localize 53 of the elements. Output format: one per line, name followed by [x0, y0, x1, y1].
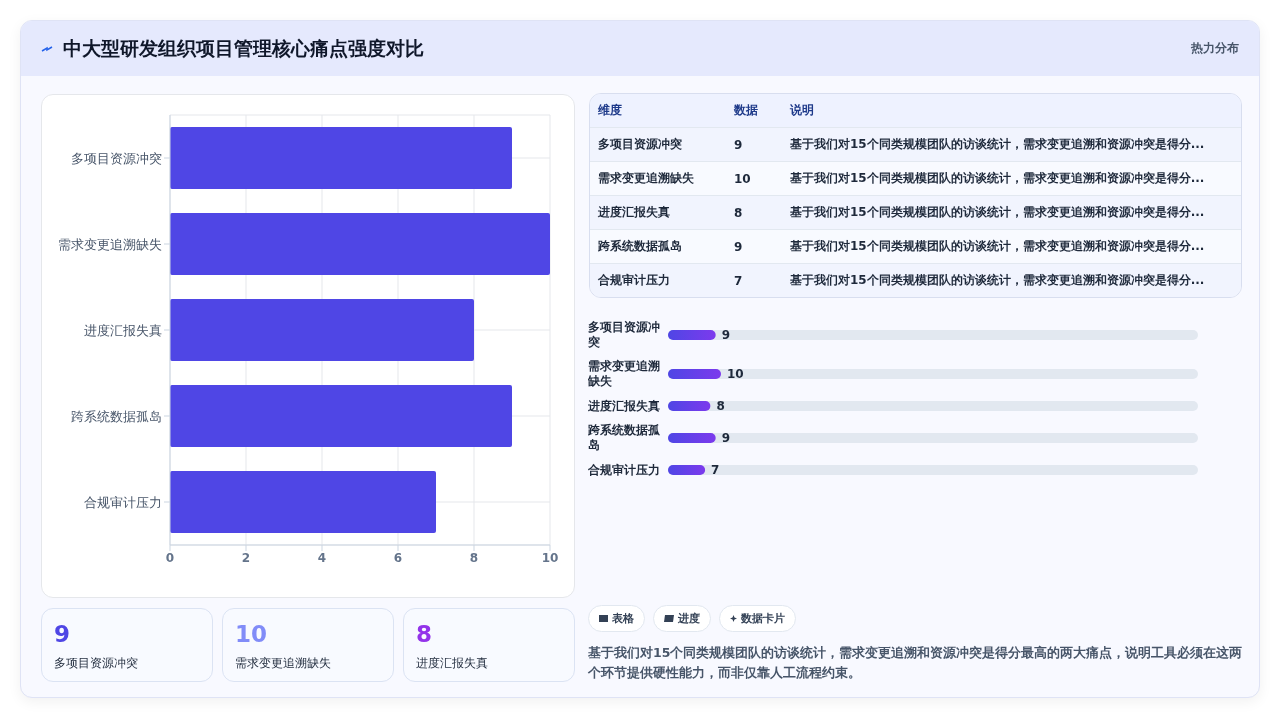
data-label: 7 [711, 463, 720, 477]
x-tick-label: 6 [393, 550, 403, 565]
x-tick-label: 4 [317, 550, 327, 565]
bar [170, 385, 512, 448]
chart-title: 中大型研发组织项目管理核心痛点强度对比 [63, 35, 424, 61]
y-tick-label: 需求变更追溯缺失 [587, 359, 660, 388]
y-tick-label: 进度汇报失真 [84, 322, 162, 338]
y-tick-label: 跨系统数据孤岛 [587, 423, 661, 452]
text: 数据 [733, 102, 759, 119]
table-row: 跨系统数据孤岛 9 基于我们对15个同类规模团队的访谈统计，需求变更追溯和资源冲突是得分... [590, 229, 1241, 264]
bar [668, 401, 711, 411]
bar [170, 471, 436, 534]
text: 进度 [653, 605, 711, 632]
data-label: 8 [716, 399, 725, 413]
data-label: 10 [733, 170, 752, 188]
y-tick-label: 进度汇报失真 [587, 399, 660, 413]
y-tick-label: 合规审计压力 [587, 463, 660, 477]
data-label: 7 [733, 272, 744, 290]
data-label: 10 [235, 621, 268, 647]
x-tick-label: 2 [241, 550, 251, 565]
y-tick-label: 合规审计压力 [84, 494, 162, 510]
data-label: 9 [721, 431, 731, 445]
x-tick-label: 0 [165, 550, 175, 565]
x-tick-label: 8 [469, 550, 479, 565]
text: 数据卡片 [719, 605, 796, 632]
text: 说明 [789, 102, 815, 119]
bar [170, 299, 474, 362]
data-label: 9 [733, 136, 744, 154]
y-tick-label: 多项目资源冲突 [71, 150, 162, 166]
y-tick-label: 多项目资源冲突 [587, 320, 660, 349]
y-tick-label: 跨系统数据孤岛 [71, 408, 162, 424]
bar [668, 465, 706, 475]
text: 维度 [597, 102, 623, 119]
text: 表格 [588, 605, 645, 632]
bar [170, 127, 512, 190]
category-label: 多项目资源冲突 [54, 655, 138, 672]
data-label: 8 [733, 204, 744, 222]
text: 基于我们对15个同类规模团队的访谈统计，需求变更追溯和资源冲突是得分最高的两大痛点，说明工具必须在这两个环节提供硬性能力，而非仅靠人工流程约束。 [588, 644, 1243, 682]
text: 热力分布 [1191, 40, 1239, 57]
table-row: 需求变更追溯缺失 10 基于我们对15个同类规模团队的访谈统计，需求变更追溯和资源冲突是得分... [590, 161, 1241, 196]
bar [668, 369, 721, 379]
x-tick-label: 10 [541, 550, 559, 565]
y-tick-label: 需求变更追溯缺失 [58, 236, 162, 252]
bar [170, 213, 550, 276]
data-label: 8 [416, 621, 433, 647]
category-label: 需求变更追溯缺失 [235, 655, 331, 672]
table-row: 多项目资源冲突 9 基于我们对15个同类规模团队的访谈统计，需求变更追溯和资源冲突是得分... [590, 127, 1241, 162]
data-label: 9 [733, 238, 744, 256]
bar [668, 433, 716, 443]
data-label: 9 [54, 621, 71, 647]
category-label: 进度汇报失真 [416, 655, 488, 672]
data-label: 10 [727, 367, 744, 381]
data-label: 9 [721, 328, 731, 342]
